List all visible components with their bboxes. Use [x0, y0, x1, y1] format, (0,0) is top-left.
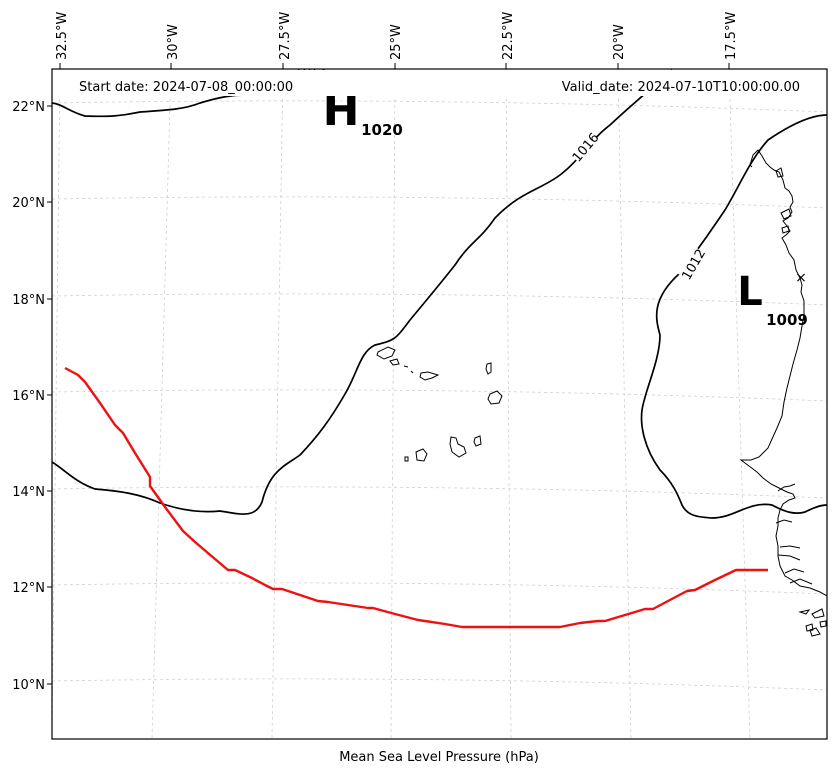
parallel-22n [52, 100, 827, 113]
longitude-ticks [59, 63, 730, 69]
island-sao-vicente [389, 358, 400, 366]
lat-label-20n: 20°N [12, 196, 45, 211]
island-sal [485, 362, 492, 375]
high-pressure-value: 1020 [361, 121, 403, 139]
low-center-marker: × [795, 270, 807, 286]
bank-arguin-islet-2 [781, 225, 790, 234]
parallel-16n [52, 389, 827, 402]
header-strip [53, 70, 826, 96]
meridian-32-5w [52, 69, 61, 739]
lon-label-32-5w: 32.5°W [55, 12, 70, 60]
meridian-25w [390, 69, 396, 739]
parallel-18n [52, 293, 827, 306]
meridian-30w [151, 69, 172, 739]
island-sao-nicolau [419, 371, 440, 381]
parallel-20n [52, 196, 827, 209]
mauritania-coast [739, 149, 827, 597]
lat-label-18n: 18°N [12, 293, 45, 308]
parallel-10n [52, 678, 827, 691]
storm-track-line [64, 366, 768, 629]
lon-label-27-5w: 27.5°W [278, 12, 293, 60]
island-santiago [449, 436, 467, 458]
map-frame [51, 68, 828, 740]
map-caption: Mean Sea Level Pressure (hPa) [339, 750, 539, 765]
senegal-inlets [775, 483, 813, 585]
lon-label-22-5w: 22.5°W [501, 12, 516, 60]
lat-label-12n: 12°N [12, 581, 45, 596]
lon-label-17-5w: 17.5°W [724, 12, 739, 60]
low-pressure-value: 1009 [766, 311, 808, 329]
lon-label-20w: 20°W [612, 24, 627, 60]
island-brava [404, 456, 409, 462]
lon-label-30w: 30°W [166, 24, 181, 60]
guinea-bissau-islands [798, 608, 827, 637]
lat-label-16n: 16°N [12, 389, 45, 404]
latitude-labels: 22°N 20°N 18°N 16°N 14°N 12°N 10°N [12, 100, 45, 693]
parallel-gridlines [52, 100, 827, 691]
island-fogo [415, 448, 428, 462]
latitude-ticks [47, 105, 52, 685]
cape-blanc [775, 167, 784, 178]
meridian-27-5w [271, 69, 284, 739]
isobar-1016 [52, 69, 673, 515]
bank-arguin-islet-1 [780, 208, 792, 220]
meridian-20w [617, 69, 632, 739]
low-pressure-symbol: L [737, 269, 763, 315]
africa-coastline [739, 149, 827, 637]
lat-label-14n: 14°N [12, 485, 45, 500]
isobar-1020 [52, 94, 246, 118]
lat-label-10n: 10°N [12, 678, 45, 693]
lon-label-25w: 25°W [389, 24, 404, 60]
valid-date: Valid_date: 2024-07-10T10:00:00.00 [562, 80, 800, 95]
parallel-14n [52, 486, 827, 499]
map-area [52, 69, 827, 739]
lat-label-22n: 22°N [12, 100, 45, 115]
meridian-17-5w [728, 69, 751, 739]
island-maio [473, 435, 482, 447]
island-boa-vista [487, 390, 503, 405]
isobars [52, 69, 827, 519]
cape-verde-islands [376, 346, 503, 462]
start-date: Start date: 2024-07-08_00:00:00 [79, 80, 293, 95]
parallel-12n [52, 582, 827, 595]
island-santo-antao [376, 346, 396, 360]
island-santa-luzia [403, 365, 414, 374]
isobar-1012 [640, 114, 827, 519]
longitude-labels: 32.5°W 30°W 27.5°W 25°W 22.5°W 20°W 17.5… [55, 12, 739, 60]
